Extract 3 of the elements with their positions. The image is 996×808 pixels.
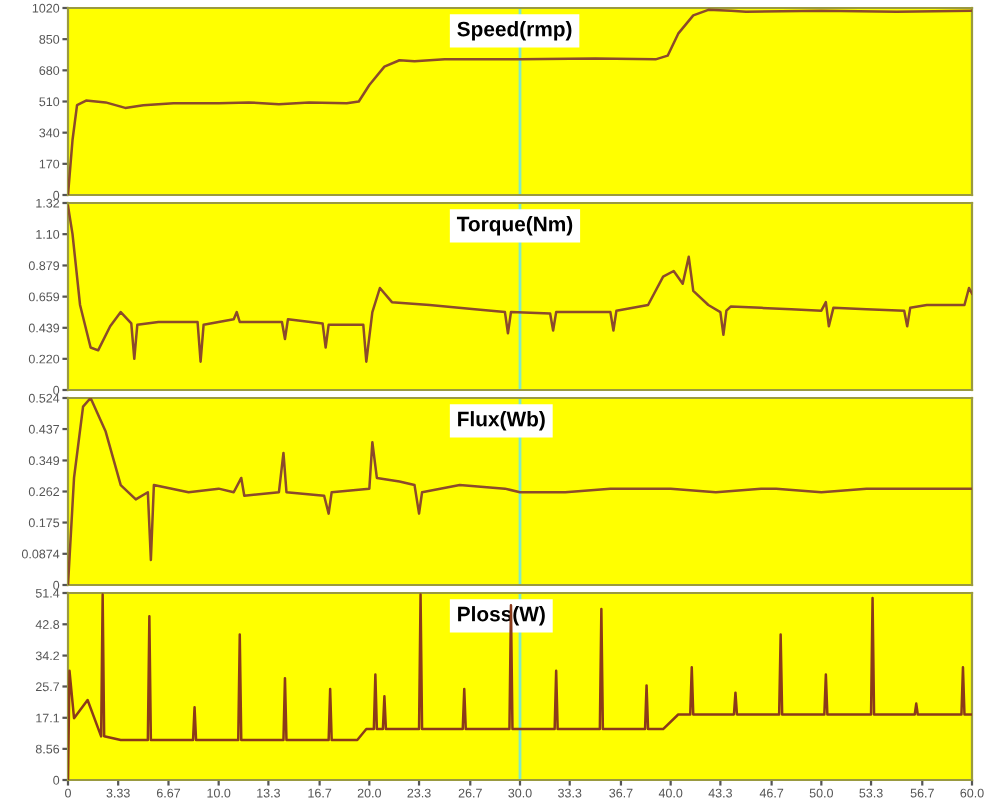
text: Speed(rmp) bbox=[457, 21, 572, 41]
text: Torque(Nm) bbox=[456, 216, 573, 236]
text: Flux(Wb) bbox=[458, 411, 545, 431]
